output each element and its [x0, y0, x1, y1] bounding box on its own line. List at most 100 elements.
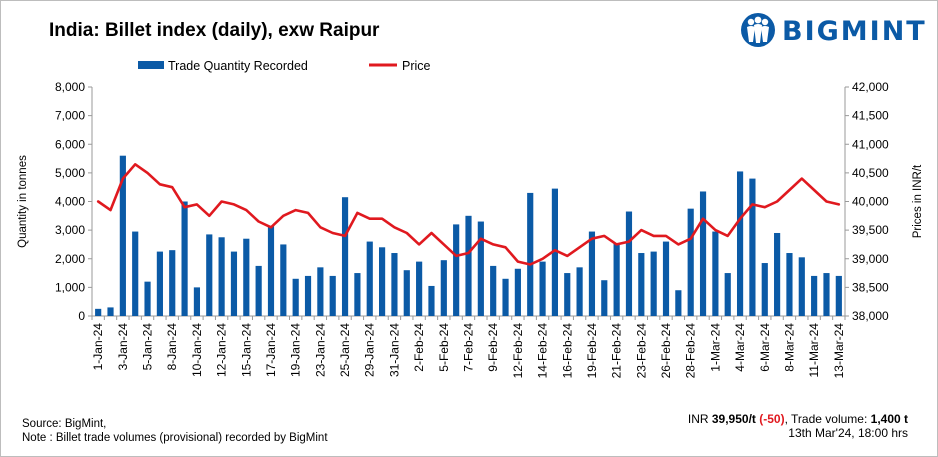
quantity-bar	[317, 267, 324, 316]
quantity-bar	[601, 280, 608, 316]
quantity-bar	[786, 253, 793, 316]
left-tick-label: 0	[78, 309, 85, 323]
x-tick-label: 12-Jan-24	[215, 323, 229, 377]
quantity-bar	[416, 261, 423, 316]
left-tick-label: 1,000	[55, 280, 85, 294]
quantity-bar	[835, 275, 842, 316]
quantity-bar	[243, 238, 250, 316]
left-tick-label: 8,000	[55, 80, 85, 94]
quantity-bar	[749, 178, 756, 316]
quantity-bar	[551, 188, 558, 316]
price-prefix: INR	[687, 412, 712, 426]
quantity-bar	[391, 253, 398, 316]
left-tick-label: 6,000	[55, 137, 85, 151]
volume-value: 1,400 t	[870, 412, 908, 426]
quantity-bar	[687, 208, 694, 316]
x-tick-label: 3-Jan-24	[116, 323, 130, 371]
quantity-bar	[699, 191, 707, 316]
x-tick-label: 25-Jan-24	[338, 323, 352, 377]
right-axis-title: Prices in INR/t	[912, 164, 924, 238]
brand-logo: BIGMINT	[740, 10, 930, 50]
x-tick-label: 17-Jan-24	[264, 323, 278, 377]
right-tick-label: 40,000	[852, 195, 889, 209]
quantity-bar	[675, 290, 682, 316]
quantity-bar	[144, 281, 151, 316]
quantity-bar	[304, 275, 312, 316]
right-tick-label: 42,000	[852, 80, 889, 94]
x-tick-label: 19-Feb-24	[585, 323, 599, 379]
left-tick-label: 5,000	[55, 166, 85, 180]
quantity-bar	[823, 273, 830, 316]
quantity-bar	[267, 225, 275, 316]
footer-notes: Source: BigMint, Note : Billet trade vol…	[22, 417, 328, 445]
quantity-bar	[811, 275, 818, 316]
quantity-bar	[798, 257, 805, 316]
x-tick-label: 29-Jan-24	[363, 323, 377, 377]
price-line	[96, 163, 841, 266]
chart-title: India: Billet index (daily), exw Raipur	[49, 20, 380, 41]
x-tick-label: 2-Feb-24	[412, 323, 426, 372]
quantity-bar	[625, 211, 633, 316]
x-tick-label: 11-Mar-24	[807, 323, 821, 378]
quantity-bar	[230, 251, 238, 316]
x-tick-label: 5-Jan-24	[141, 323, 155, 371]
x-tick-label: 15-Jan-24	[239, 323, 253, 377]
quantity-bar	[650, 251, 657, 316]
bigmint-people-logo-icon	[741, 13, 775, 47]
right-tick-label: 39,000	[852, 252, 889, 266]
left-tick-label: 3,000	[55, 223, 85, 237]
quantity-bar	[95, 308, 102, 316]
quantity-bar	[206, 234, 213, 316]
x-tick-label: 14-Feb-24	[536, 323, 550, 379]
x-tick-label: 23-Jan-24	[313, 323, 327, 377]
x-tick-label: 31-Jan-24	[387, 323, 401, 377]
left-tick-label: 4,000	[55, 195, 85, 209]
quantity-bar	[712, 231, 719, 316]
quantity-bar	[181, 201, 188, 316]
x-tick-label: 8-Mar-24	[782, 323, 796, 372]
quantity-bar	[354, 273, 361, 316]
brand-name: BIGMINT	[782, 16, 927, 47]
quantity-bar	[514, 268, 521, 316]
x-tick-label: 5-Feb-24	[437, 323, 451, 372]
x-tick-label: 23-Feb-24	[634, 323, 648, 379]
quantity-bar	[280, 244, 287, 316]
quantity-bar	[132, 231, 139, 316]
quantity-bar	[564, 273, 571, 316]
quantity-bar	[576, 267, 583, 316]
quantity-bar	[477, 221, 484, 316]
x-tick-label: 8-Jan-24	[165, 323, 179, 371]
x-tick-label: 10-Jan-24	[190, 323, 204, 377]
quantity-bar	[156, 251, 163, 316]
x-tick-label: 21-Feb-24	[610, 323, 624, 379]
left-tick-label: 7,000	[55, 109, 85, 123]
right-tick-label: 39,500	[852, 223, 889, 237]
legend-bar-swatch	[138, 61, 164, 69]
quantity-bar	[588, 231, 596, 316]
quantity-bar	[169, 250, 176, 316]
quantity-bar	[379, 247, 386, 316]
x-tick-label: 16-Feb-24	[560, 323, 574, 379]
quantity-bar	[403, 270, 410, 316]
quantity-bar	[774, 232, 781, 316]
price-summary: INR 39,950/t (-50), Trade volume: 1,400 …	[688, 412, 908, 426]
x-tick-label: 9-Feb-24	[486, 323, 500, 372]
x-tick-label: 26-Feb-24	[659, 323, 673, 379]
quantity-bar	[341, 197, 349, 316]
quantity-bar	[736, 171, 744, 316]
quantity-bar	[453, 224, 460, 316]
left-tick-label: 2,000	[55, 252, 85, 266]
quantity-bar	[428, 285, 435, 316]
quantity-bar	[119, 155, 126, 316]
quantity-bar	[662, 241, 670, 316]
footer-summary: INR 39,950/t (-50), Trade volume: 1,400 …	[688, 412, 908, 440]
source-text: Source: BigMint,	[22, 418, 107, 430]
x-tick-label: 12-Feb-24	[511, 323, 525, 379]
volume-label: , Trade volume:	[784, 412, 871, 426]
quantity-bar	[724, 273, 731, 316]
note-text: Note : Billet trade volumes (provisional…	[22, 432, 328, 444]
quantity-bar	[539, 261, 546, 316]
price-value: 39,950/t	[711, 412, 756, 426]
quantity-bar	[193, 287, 201, 316]
legend-label-quantity: Trade Quantity Recorded	[168, 59, 308, 73]
